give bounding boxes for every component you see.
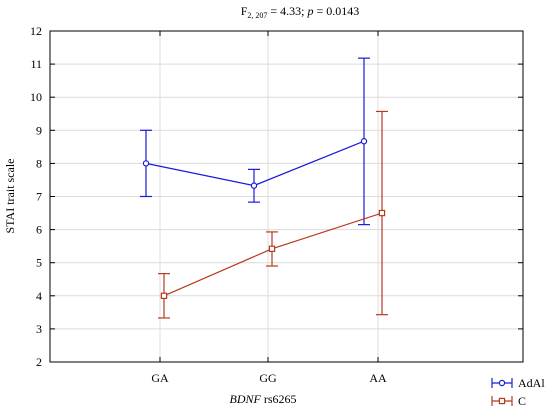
data-point [160, 292, 168, 300]
y-axis: 2 3 4 5 6 7 8 9 10 11 12 [30, 24, 523, 369]
y-tick-label: 8 [36, 156, 42, 170]
y-tick-label: 4 [36, 289, 42, 303]
series-adal [140, 57, 370, 226]
series-line [163, 212, 383, 297]
y-axis-label: STAI trait scale [3, 158, 17, 233]
title-p-symbol: p [307, 4, 314, 18]
data-point [268, 245, 276, 252]
x-axis-label: BDNF rs6265 [229, 392, 296, 406]
y-tick-label: 2 [36, 355, 42, 369]
y-tick-label: 12 [30, 24, 42, 38]
x-axis-label-snp: rs6265 [261, 392, 297, 406]
grid [50, 31, 523, 362]
series-layer [140, 57, 388, 319]
data-point [142, 160, 150, 167]
title-statistic: = 4.33; [267, 4, 307, 18]
legend-label: C [518, 394, 526, 408]
x-axis: GA GG AA [151, 31, 387, 385]
data-point [360, 138, 368, 145]
legend-marker [498, 379, 506, 387]
data-point [250, 182, 258, 189]
y-tick-label: 5 [36, 256, 42, 270]
legend-label: AdAl [518, 376, 545, 390]
y-tick-label: 10 [30, 90, 42, 104]
x-tick-label: GG [259, 371, 277, 385]
y-tick-label: 11 [30, 57, 42, 71]
title-f: F [241, 4, 248, 18]
title-subscript: 2, 207 [247, 11, 267, 20]
legend: AdAl C [491, 376, 545, 408]
legend-marker [498, 397, 506, 405]
title-p-value: = 0.0143 [314, 4, 360, 18]
chart-title: F2, 207 = 4.33; p = 0.0143 [241, 4, 360, 20]
y-tick-label: 3 [36, 322, 42, 336]
x-tick-label: AA [369, 371, 387, 385]
series-c [158, 110, 388, 319]
y-tick-label: 7 [36, 190, 42, 204]
y-tick-label: 6 [36, 223, 42, 237]
x-axis-label-gene: BDNF [229, 392, 261, 406]
x-tick-label: GA [151, 371, 169, 385]
data-point [378, 209, 386, 217]
y-tick-label: 9 [36, 123, 42, 137]
